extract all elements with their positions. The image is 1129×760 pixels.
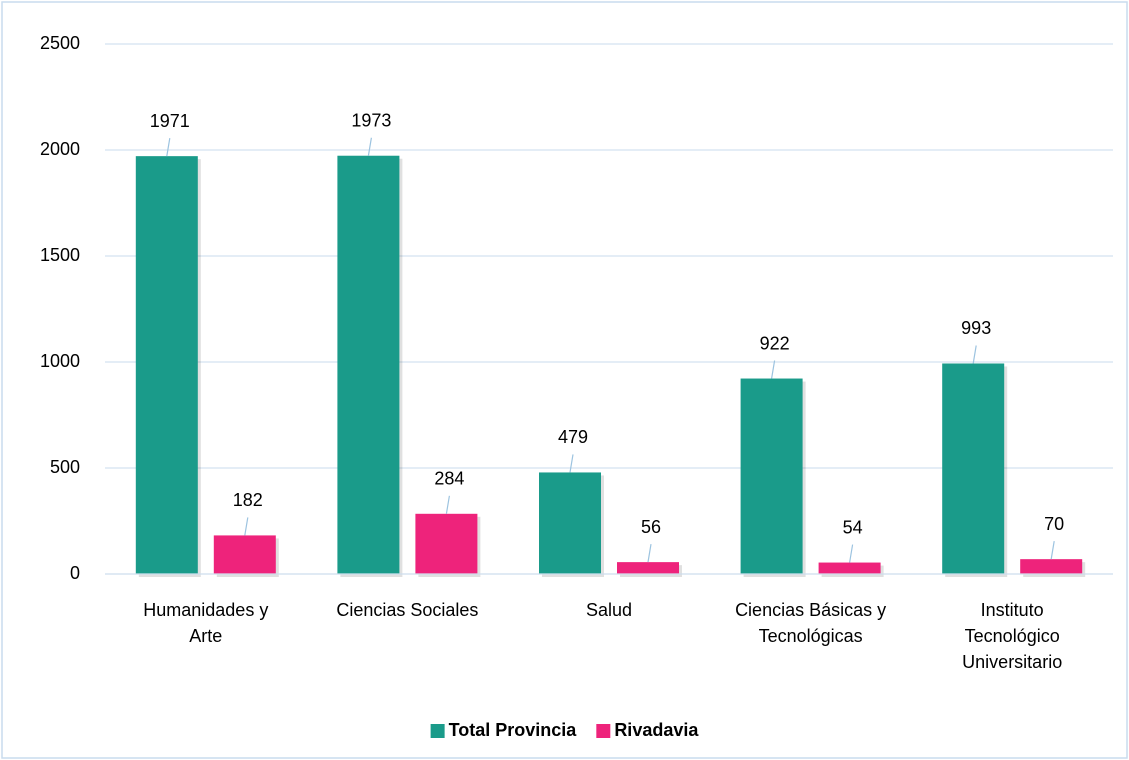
leader-line	[1050, 541, 1055, 560]
y-tick-label: 2000	[40, 139, 80, 159]
leader-line	[972, 345, 977, 364]
x-tick-label: Instituto Tecnológico Universitario	[962, 600, 1063, 672]
x-tick-label: Ciencias Sociales	[336, 600, 479, 620]
data-label: 54	[843, 517, 863, 537]
leader-line	[569, 454, 574, 473]
data-label: 993	[961, 318, 991, 338]
y-tick-label: 0	[70, 563, 80, 583]
bar	[942, 363, 1005, 574]
bar	[135, 156, 198, 574]
legend-label: Rivadavia	[614, 720, 699, 740]
leader-line	[445, 495, 450, 514]
legend-label: Total Provincia	[449, 720, 578, 740]
data-label: 182	[233, 490, 263, 510]
leader-line	[244, 517, 249, 536]
bar	[740, 378, 803, 574]
bar	[1020, 559, 1083, 574]
y-tick-label: 2500	[40, 33, 80, 53]
legend-swatch	[430, 724, 445, 738]
legend-item: Total Provincia	[430, 720, 578, 740]
leader-line	[849, 544, 854, 563]
leader-line	[647, 544, 652, 563]
data-label: 479	[558, 427, 588, 447]
x-tick-label: Ciencias Básicas y Tecnológicas	[735, 600, 887, 646]
data-label: 1973	[351, 110, 391, 130]
data-label: 56	[641, 517, 661, 537]
legend-item: Rivadavia	[596, 720, 699, 740]
data-label: 1971	[150, 111, 190, 131]
x-tick-label: Humanidades y Arte	[143, 600, 269, 646]
data-label: 284	[434, 469, 464, 489]
leader-line	[166, 138, 171, 157]
leader-line	[367, 137, 372, 156]
bar	[617, 562, 679, 574]
x-tick-label: Salud	[585, 600, 633, 620]
data-label: 70	[1044, 514, 1064, 534]
bar	[213, 535, 276, 574]
y-tick-label: 1500	[40, 245, 80, 265]
data-label: 922	[760, 333, 790, 353]
bar	[539, 472, 601, 574]
bar	[337, 155, 400, 574]
leader-line	[771, 360, 776, 379]
y-tick-label: 500	[50, 457, 80, 477]
legend-swatch	[596, 724, 611, 738]
bar	[818, 562, 881, 574]
y-tick-label: 1000	[40, 351, 80, 371]
bar	[415, 513, 478, 574]
